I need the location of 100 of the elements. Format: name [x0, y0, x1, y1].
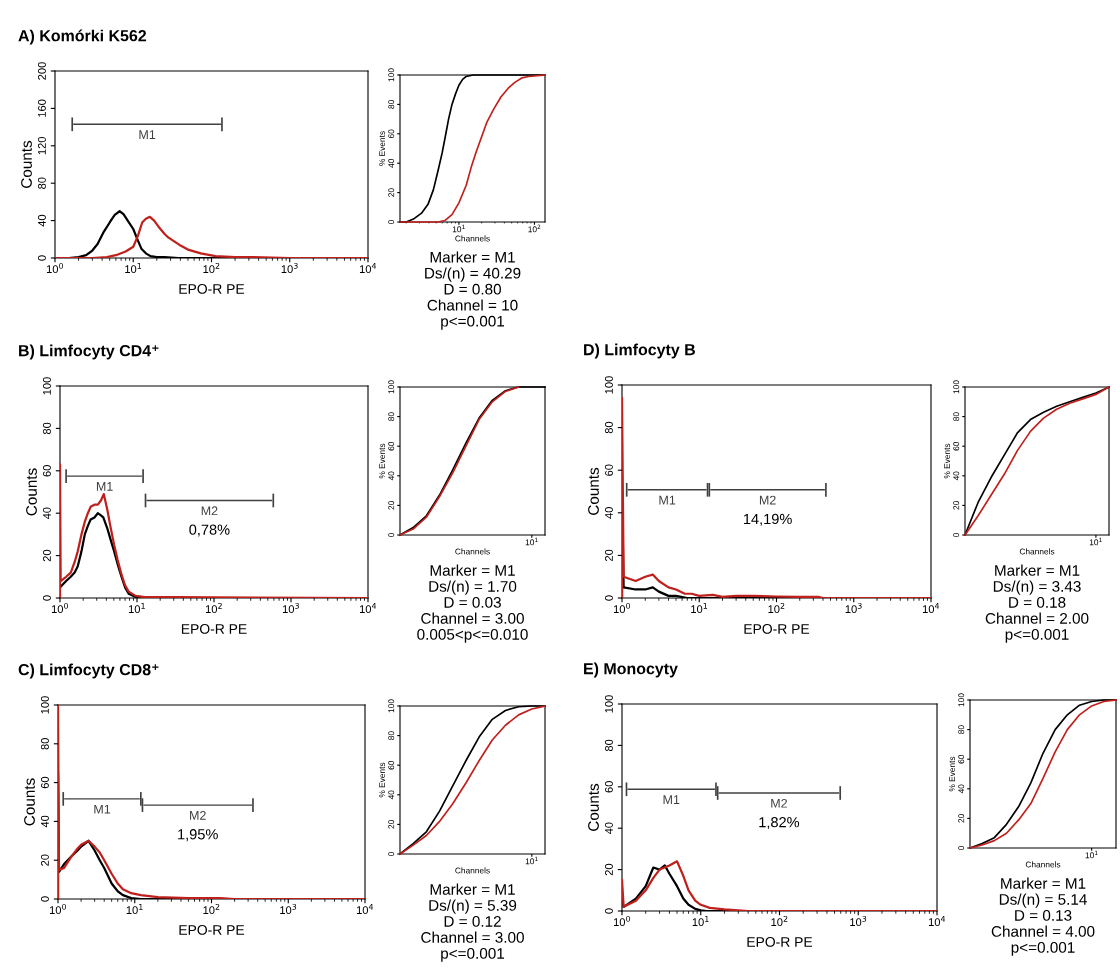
x-tick-label: 10$^{4}$ — [359, 603, 377, 614]
x-axis-title: EPO-R PE — [179, 284, 245, 294]
x-tick-label: 10$^{0}$ — [49, 903, 67, 915]
y-axis-title: % Events — [379, 762, 386, 798]
y-tick-label: 60 — [42, 465, 51, 477]
y-tick-label: 100 — [40, 696, 49, 714]
x-tick-label: 10$^{1}$ — [692, 916, 709, 927]
x-axis-title: EPO-R PE — [179, 925, 245, 935]
x-tick-label: 10$^{2}$ — [203, 903, 220, 915]
y-tick-label: 40 — [604, 507, 613, 519]
annotation: 0,78% — [189, 524, 230, 537]
y-tick-label: 80 — [388, 412, 395, 421]
x-axis-title: Channels — [1019, 548, 1055, 555]
text: D = 0.80 — [444, 283, 501, 295]
text: D = 0.13 — [1015, 910, 1072, 921]
text: Ds/(n) = 5.14 — [999, 893, 1087, 908]
x-tick-label: 10$^{3}$ — [281, 262, 298, 274]
y-tick-label: 100 — [604, 695, 613, 713]
x-axis-title: EPO-R PE — [744, 624, 810, 634]
y-tick-label: 20 — [953, 501, 960, 510]
y-tick-label: 100 — [388, 68, 395, 82]
y-tick-label: 20 — [388, 820, 395, 829]
series-label: M2 — [771, 798, 787, 808]
y-tick-label: 0 — [953, 533, 960, 537]
y-tick-label: 100 — [388, 699, 395, 713]
y-tick-label: 80 — [37, 177, 46, 189]
y-axis-title: Counts — [26, 468, 37, 516]
x-axis-title: Channels — [1025, 861, 1061, 868]
y-tick-label: 60 — [604, 464, 613, 476]
x-tick-label: 10$^{2}$ — [203, 262, 220, 274]
y-tick-label: 0 — [958, 846, 965, 850]
text: Channel = 4.00 — [991, 925, 1095, 937]
y-tick-label: 60 — [388, 760, 395, 770]
y-tick-label: 40 — [388, 158, 395, 168]
text: p<=0.001 — [441, 948, 505, 962]
chart-title: B) Limfocyty CD4⁺ — [19, 344, 159, 360]
series-label: M2 — [190, 810, 206, 820]
x-tick-label: 10$^{0}$ — [613, 602, 631, 614]
annotation: 1,95% — [178, 829, 218, 842]
y-axis-title: % Events — [944, 443, 951, 479]
y-tick-label: 20 — [42, 549, 51, 562]
y-tick-label: 0 — [604, 908, 613, 914]
x-tick-label: 10$^{2}$ — [771, 915, 788, 927]
y-axis-title: % Events — [379, 443, 386, 479]
text: p<=0.001 — [1005, 629, 1069, 643]
y-tick-label: 20 — [40, 854, 49, 866]
x-tick-label: 10$^{1}$ — [126, 904, 143, 915]
text: D = 0.12 — [444, 916, 501, 927]
y-tick-label: 60 — [388, 129, 395, 139]
y-tick-label: 80 — [604, 739, 613, 752]
text: Channel = 3.00 — [421, 931, 524, 943]
y-tick-label: 40 — [42, 507, 51, 520]
y-tick-label: 0 — [40, 896, 49, 902]
y-tick-label: 80 — [388, 731, 395, 740]
y-tick-label: 20 — [958, 814, 965, 823]
text: Channel = 2.00 — [985, 612, 1089, 624]
y-axis-title: % Events — [379, 131, 386, 166]
text: Marker = M1 — [995, 564, 1080, 576]
y-tick-label: 80 — [604, 421, 613, 434]
y-tick-label: 160 — [37, 99, 46, 117]
y-tick-label: 100 — [604, 376, 613, 394]
x-tick-label: 10$^{2}$ — [528, 224, 541, 233]
y-axis-title: Counts — [21, 140, 32, 188]
y-tick-label: 20 — [388, 188, 395, 197]
y-tick-label: 40 — [40, 815, 49, 828]
chart-title: A) Komórki K562 — [18, 29, 147, 45]
y-tick-label: 40 — [953, 471, 960, 481]
text: Marker = M1 — [430, 251, 515, 263]
x-tick-label: 10$^{1}$ — [525, 856, 538, 865]
x-axis-title: EPO-R PE — [181, 624, 247, 634]
text: 0.005<p<=0.010 — [417, 629, 528, 643]
x-tick-label: 10$^{1}$ — [691, 603, 708, 614]
y-tick-label: 40 — [604, 822, 613, 835]
y-tick-label: 0 — [37, 255, 46, 261]
x-axis-title: Channels — [455, 235, 490, 242]
y-tick-label: 40 — [958, 784, 965, 794]
x-tick-label: 10$^{3}$ — [282, 602, 299, 614]
chart-title: E) Monocyty — [584, 662, 678, 678]
x-tick-label: 10$^{2}$ — [205, 602, 222, 614]
y-tick-label: 0 — [388, 852, 395, 856]
x-tick-label: 10$^{1}$ — [1085, 850, 1098, 859]
x-tick-label: 10$^{1}$ — [125, 263, 142, 274]
x-axis-title: Channels — [455, 548, 490, 555]
text: Channel = 10 — [427, 299, 518, 311]
series-label: M1 — [659, 495, 676, 505]
series-label: M2 — [201, 506, 218, 516]
text: Ds/(n) = 1.70 — [429, 580, 517, 595]
y-tick-label: 80 — [958, 725, 965, 734]
y-tick-label: 60 — [958, 754, 965, 764]
x-tick-label: 10$^{0}$ — [51, 602, 69, 614]
text: Ds/(n) = 40.29 — [425, 267, 521, 282]
y-tick-label: 100 — [42, 377, 51, 395]
y-axis-title: Counts — [24, 778, 35, 826]
y-tick-label: 0 — [388, 533, 395, 537]
text: Marker = M1 — [430, 883, 515, 895]
y-tick-label: 20 — [388, 501, 395, 510]
y-tick-label: 40 — [37, 214, 46, 227]
chart-title: D) Limfocyty B — [584, 343, 695, 359]
series-label: M1 — [663, 795, 680, 804]
x-axis-title: EPO-R PE — [747, 937, 813, 947]
